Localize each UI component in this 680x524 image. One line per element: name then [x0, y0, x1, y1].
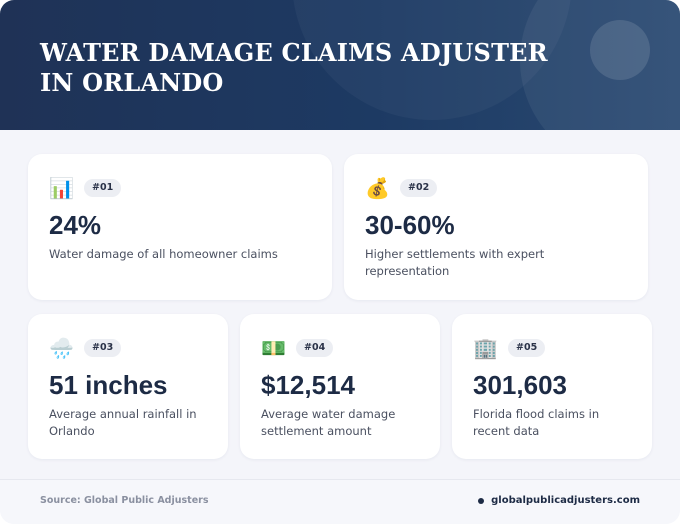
stat-number-badge: #04	[296, 339, 334, 357]
stat-card-04: 💵 #04 $12,514 Average water damage settl…	[240, 314, 440, 459]
stat-card-header: 📊 #01	[49, 176, 122, 200]
source-credit: Source: Global Public Adjusters	[40, 495, 209, 506]
website-label: globalpublicadjusters.com	[491, 495, 640, 506]
stat-number-badge: #02	[400, 179, 438, 197]
stat-card-03: 🌧️ #03 51 inches Average annual rainfall…	[28, 314, 228, 459]
office-building-icon: 🏢	[473, 336, 498, 360]
stat-card-header: 💰 #02	[365, 176, 438, 200]
stat-value: $12,514	[261, 370, 355, 400]
stat-number-badge: #01	[84, 179, 122, 197]
money-bag-icon: 💰	[365, 176, 390, 200]
decorative-circle	[590, 20, 650, 80]
stat-description: Average water damage settlement amount	[261, 407, 396, 438]
bullet-dot-icon	[478, 498, 485, 504]
stat-card-header: 🏢 #05	[473, 336, 546, 360]
stat-description: Water damage of all homeowner claims	[49, 247, 278, 261]
stat-card-01: 📊 #01 24% Water damage of all homeowner …	[28, 154, 332, 300]
decorative-circle	[520, 0, 680, 130]
stat-value: 30-60%	[365, 210, 455, 240]
stat-number-badge: #05	[508, 339, 546, 357]
stat-value: 301,603	[473, 370, 567, 400]
stat-card-05: 🏢 #05 301,603 Florida flood claims in re…	[452, 314, 652, 459]
header-banner: WATER DAMAGE CLAIMS ADJUSTER IN ORLANDO	[0, 0, 680, 130]
stat-description: Florida flood claims in recent data	[473, 407, 600, 438]
stat-description: Average annual rainfall in Orlando	[49, 407, 197, 438]
stat-card-02: 💰 #02 30-60% Higher settlements with exp…	[344, 154, 648, 300]
page-title: WATER DAMAGE CLAIMS ADJUSTER IN ORLANDO	[40, 38, 548, 97]
website-link[interactable]: globalpublicadjusters.com	[478, 494, 640, 508]
footer-bar: Source: Global Public Adjusters globalpu…	[0, 479, 680, 524]
rain-cloud-icon: 🌧️	[49, 336, 74, 360]
stat-value: 24%	[49, 210, 102, 240]
stat-number-badge: #03	[84, 339, 122, 357]
stat-description: Higher settlements with expert represent…	[365, 247, 545, 278]
stat-card-header: 💵 #04	[261, 336, 334, 360]
dollar-bill-icon: 💵	[261, 336, 286, 360]
chart-icon: 📊	[49, 176, 74, 200]
stat-card-header: 🌧️ #03	[49, 336, 122, 360]
stat-value: 51 inches	[49, 370, 168, 400]
